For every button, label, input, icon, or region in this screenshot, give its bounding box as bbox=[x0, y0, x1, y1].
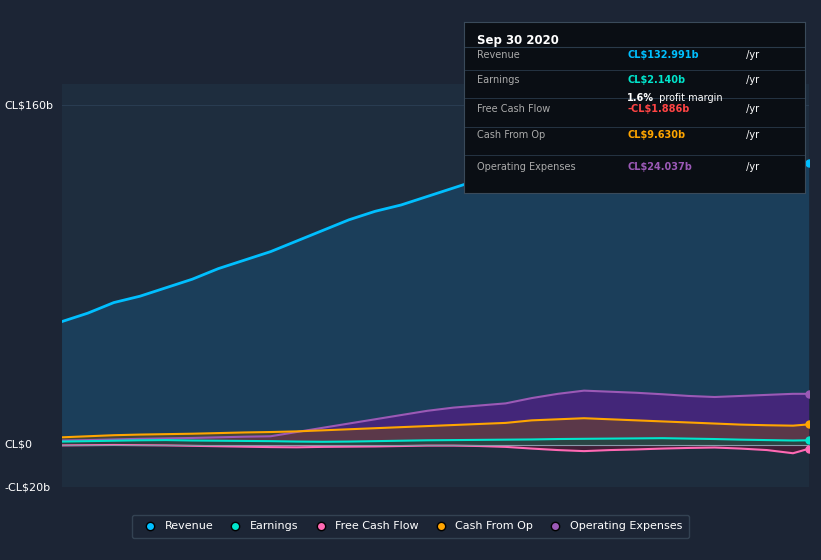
Text: -CL$20b: -CL$20b bbox=[4, 482, 50, 492]
Text: CL$0: CL$0 bbox=[4, 440, 32, 450]
Text: 1.6%: 1.6% bbox=[627, 94, 654, 103]
Text: /yr: /yr bbox=[743, 162, 759, 171]
Text: Earnings: Earnings bbox=[478, 76, 520, 85]
Text: Cash From Op: Cash From Op bbox=[478, 130, 546, 140]
Text: CL$132.991b: CL$132.991b bbox=[627, 50, 699, 60]
Text: /yr: /yr bbox=[743, 130, 759, 140]
Text: /yr: /yr bbox=[743, 50, 759, 60]
Text: CL$24.037b: CL$24.037b bbox=[627, 162, 692, 171]
Text: /yr: /yr bbox=[743, 104, 759, 114]
Text: Operating Expenses: Operating Expenses bbox=[478, 162, 576, 171]
Text: Sep 30 2020: Sep 30 2020 bbox=[478, 34, 559, 48]
Text: CL$2.140b: CL$2.140b bbox=[627, 76, 686, 85]
Text: profit margin: profit margin bbox=[656, 94, 723, 103]
Text: /yr: /yr bbox=[743, 76, 759, 85]
Text: Free Cash Flow: Free Cash Flow bbox=[478, 104, 551, 114]
Text: -CL$1.886b: -CL$1.886b bbox=[627, 104, 690, 114]
Text: Revenue: Revenue bbox=[478, 50, 521, 60]
Text: CL$160b: CL$160b bbox=[4, 100, 53, 110]
Text: CL$9.630b: CL$9.630b bbox=[627, 130, 686, 140]
Legend: Revenue, Earnings, Free Cash Flow, Cash From Op, Operating Expenses: Revenue, Earnings, Free Cash Flow, Cash … bbox=[132, 515, 689, 538]
